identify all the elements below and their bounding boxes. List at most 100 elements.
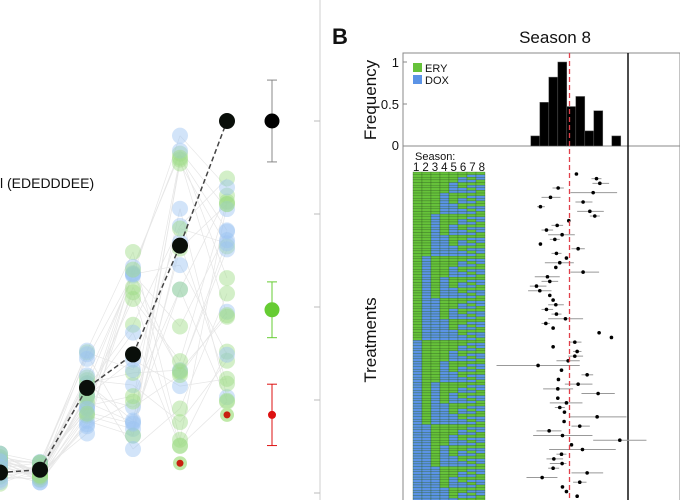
treatment-cell xyxy=(475,216,486,220)
treatment-cell xyxy=(439,408,450,412)
treatment-cell xyxy=(457,279,468,283)
treatment-cell xyxy=(466,300,477,304)
treatment-cell xyxy=(457,308,468,312)
treatment-cell xyxy=(430,458,441,462)
treatment-cell xyxy=(475,474,486,478)
treatment-cell xyxy=(466,340,477,344)
treatment-cell xyxy=(475,300,486,304)
treatment-cell xyxy=(466,274,477,278)
treatment-cell xyxy=(439,237,450,241)
treatment-cell xyxy=(448,334,459,338)
treatment-cell xyxy=(457,213,468,217)
treatment-cell xyxy=(466,440,477,444)
forest-point xyxy=(554,312,559,316)
treatment-cell xyxy=(475,434,486,438)
treatment-cell xyxy=(430,450,441,454)
treatment-cell xyxy=(448,324,459,328)
treatment-cell xyxy=(430,182,441,186)
treatment-cell xyxy=(439,171,450,175)
treatment-cell xyxy=(439,290,450,294)
treatment-cell xyxy=(421,445,432,449)
treatment-cell xyxy=(475,334,486,338)
trajectory-line xyxy=(179,264,228,355)
trajectory-line xyxy=(39,424,88,477)
treatment-cell xyxy=(448,292,459,296)
treatment-cell xyxy=(412,313,423,317)
treatment-cell xyxy=(412,387,423,391)
treatment-cell xyxy=(430,484,441,488)
treatment-cell xyxy=(439,403,450,407)
trajectory-line xyxy=(86,251,134,351)
treatment-cell xyxy=(457,466,468,470)
treatment-cell xyxy=(412,274,423,278)
treatment-point xyxy=(219,235,235,252)
treatment-cell xyxy=(430,195,441,199)
treatment-cell xyxy=(448,279,459,283)
treatment-cell xyxy=(439,382,450,386)
treatment-cell xyxy=(430,298,441,302)
treatment-cell xyxy=(412,284,423,288)
forest-point xyxy=(581,270,585,274)
plot-frame xyxy=(402,52,680,500)
trajectory-line xyxy=(132,264,181,275)
treatment-cell xyxy=(457,261,468,265)
treatment-cell xyxy=(457,227,468,231)
treatment-cell xyxy=(421,426,432,430)
treatment-cell xyxy=(466,295,477,299)
treatment-cell xyxy=(457,479,468,483)
treatment-cell xyxy=(466,237,477,241)
treatment-cell xyxy=(448,329,459,333)
trajectory-line xyxy=(132,225,181,325)
treatment-cell xyxy=(421,340,432,344)
treatment-cell xyxy=(466,450,477,454)
treatment-cell xyxy=(412,308,423,312)
treatment-cell xyxy=(457,242,468,246)
treatment-cell xyxy=(430,274,441,278)
treatment-cell xyxy=(466,203,477,207)
treatment-cell xyxy=(439,227,450,231)
forest-point xyxy=(554,302,558,307)
treatment-cell xyxy=(439,184,450,188)
treatment-cell xyxy=(439,345,450,349)
treatment-cell xyxy=(430,319,441,323)
treatment-cell xyxy=(448,316,459,320)
treatment-cell xyxy=(466,382,477,386)
treatment-cell xyxy=(448,490,459,494)
treatment-cell xyxy=(412,461,423,465)
treatment-cell xyxy=(448,366,459,370)
forest-point xyxy=(585,373,589,377)
trajectory-line xyxy=(179,204,228,440)
treatment-cell xyxy=(448,495,459,499)
treatment-cell xyxy=(439,453,450,457)
treatment-cell xyxy=(457,184,468,188)
treatment-cell xyxy=(466,232,477,236)
trajectory-line xyxy=(132,359,181,387)
treatment-cell xyxy=(457,342,468,346)
treatment-cell xyxy=(475,313,486,317)
treatment-cell xyxy=(421,353,432,357)
treatment-cell xyxy=(421,211,432,215)
treatment-cell xyxy=(475,458,486,462)
treatment-cell xyxy=(457,332,468,336)
trajectory-line xyxy=(39,413,88,478)
treatment-cell xyxy=(430,413,441,417)
treatment-cell xyxy=(457,340,468,344)
treatment-cell xyxy=(457,366,468,370)
treatment-point xyxy=(79,405,95,422)
treatment-cell xyxy=(421,474,432,478)
treatment-cell xyxy=(439,484,450,488)
treatment-cell xyxy=(448,287,459,291)
treatment-cell xyxy=(448,219,459,223)
forest-point xyxy=(576,382,580,386)
trajectory-line xyxy=(0,461,41,463)
treatment-cell xyxy=(430,308,441,312)
treatment-cell xyxy=(412,471,423,475)
treatment-cell xyxy=(421,266,432,270)
treatment-cell xyxy=(430,277,441,280)
treatment-cell xyxy=(457,416,468,420)
treatment-cell xyxy=(475,329,486,333)
treatment-cell xyxy=(457,442,468,446)
treatment-cell xyxy=(439,298,450,302)
treatment-cell xyxy=(475,353,486,357)
treatment-cell xyxy=(466,421,477,425)
